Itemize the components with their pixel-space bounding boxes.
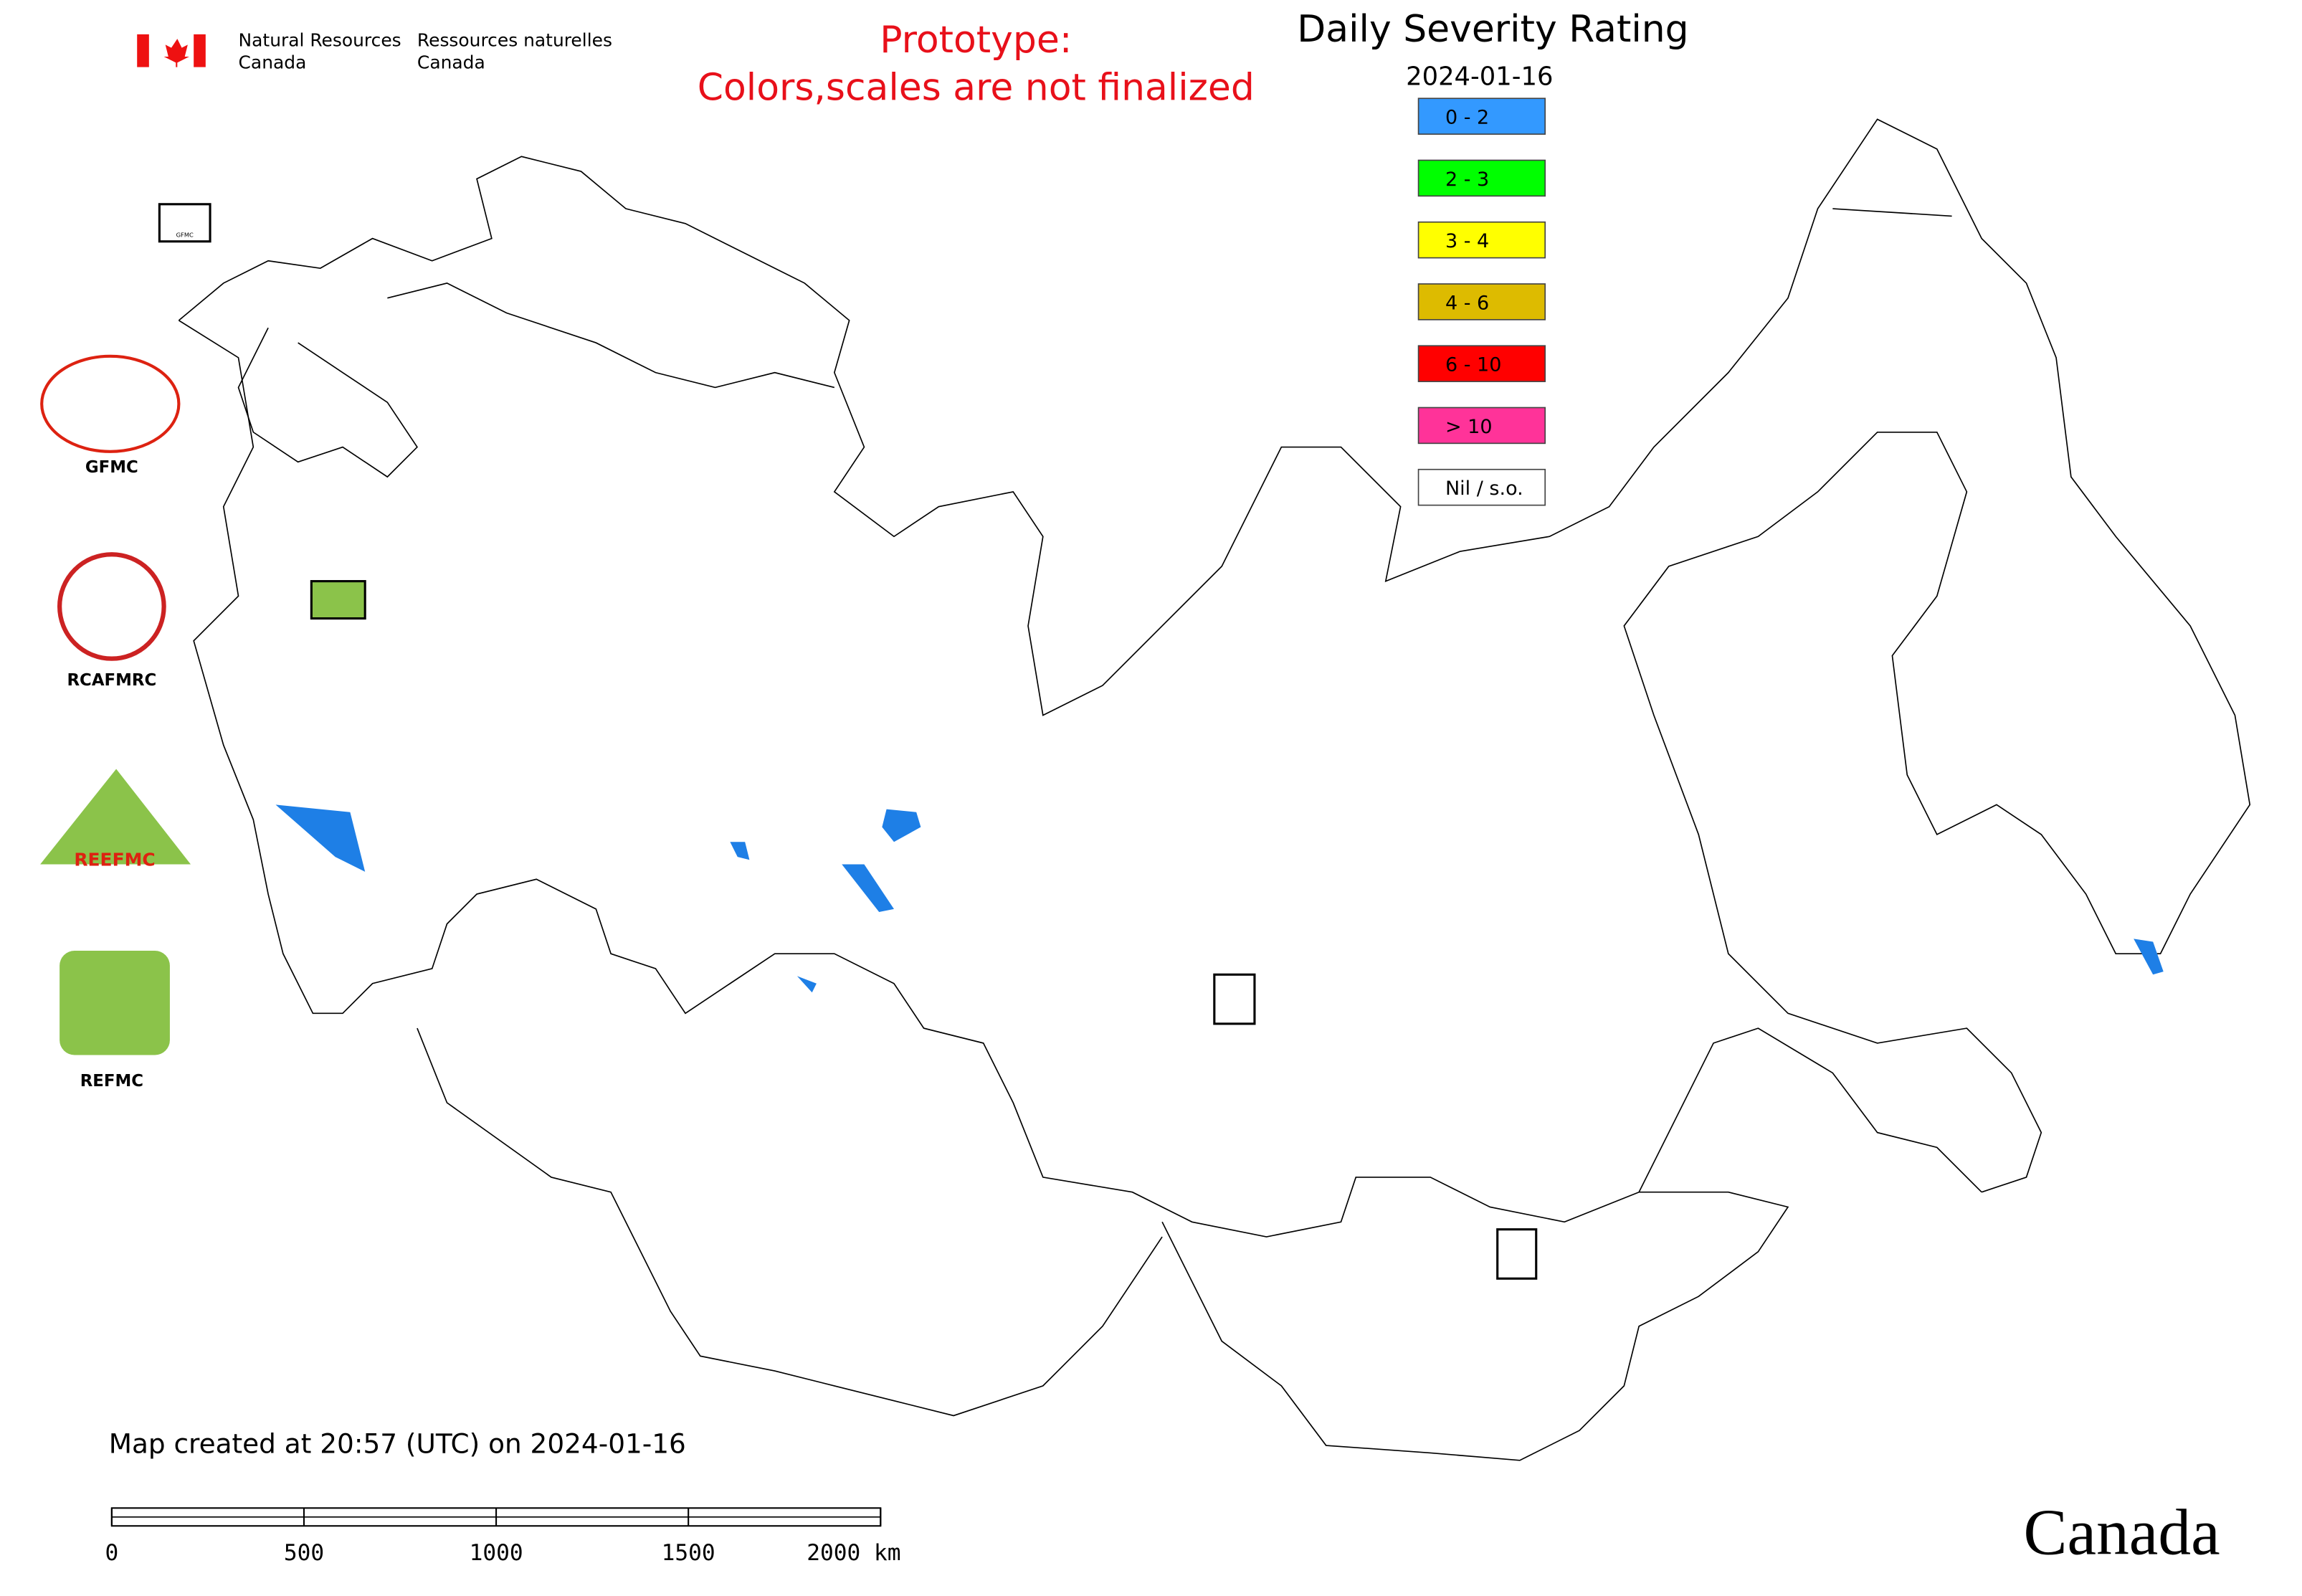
legend-label: 0 - 2 — [1445, 107, 1489, 129]
logo-marker — [158, 203, 211, 243]
legend-swatch — [1417, 159, 1546, 197]
reefmc-logo — [40, 769, 191, 865]
coast — [178, 118, 2251, 1193]
dept-fr: Ressources naturelles — [417, 29, 612, 50]
scale-bar: 0 500 1000 1500 2000 km — [105, 1507, 901, 1566]
border — [178, 320, 1982, 1238]
hatch — [730, 842, 750, 860]
logo-marker — [310, 580, 366, 620]
scale-label: 1500 — [662, 1540, 715, 1566]
gfmc-logo — [40, 354, 181, 453]
canada-wordmark: Canada — [2024, 1496, 2220, 1569]
scale-label: 500 — [284, 1540, 324, 1566]
refmc-logo — [60, 951, 170, 1055]
hatch — [796, 976, 817, 993]
legend-label: > 10 — [1445, 416, 1493, 438]
country-outlines — [178, 118, 2251, 1461]
logos: GFMC RCAFMRC REEFMC REFMC GFMC — [40, 203, 1538, 1280]
logo-marker — [1213, 973, 1256, 1025]
legend-label: 2 - 3 — [1445, 168, 1489, 191]
nrcan-signature: Natural Resources Canada Ressources natu… — [137, 29, 612, 73]
legend-swatch — [1417, 283, 1546, 320]
logo-marker-label: GFMC — [176, 232, 194, 239]
notice: Colors,scales are not finalized — [698, 66, 1255, 109]
legend-label: 4 - 6 — [1445, 292, 1489, 314]
scale-label: 1000 — [470, 1540, 523, 1566]
notice: Prototype: — [880, 19, 1072, 62]
border — [1161, 1191, 1789, 1461]
severity-areas — [275, 804, 2164, 993]
legend-swatch — [1417, 221, 1546, 259]
dept-fr: Canada — [417, 52, 485, 73]
legend-date: 2024-01-16 — [1406, 62, 1553, 92]
legend-swatch — [1417, 98, 1546, 135]
dept-en: Canada — [239, 52, 307, 73]
border — [387, 282, 835, 389]
legend-label: Nil / s.o. — [1445, 478, 1523, 500]
created-note: Map created at 20:57 (UTC) on 2024-01-16 — [109, 1428, 686, 1459]
logo-label: REEFMC — [74, 850, 155, 870]
hatch — [882, 809, 921, 842]
hatch — [275, 804, 366, 872]
hatch — [2134, 939, 2164, 975]
maple-leaf — [163, 39, 189, 67]
scale-label: 2000 km — [807, 1540, 900, 1566]
legend: 0 - 2 2 - 3 3 - 4 4 - 6 6 - 10 > 10 Nil / s.o. — [1417, 98, 1546, 506]
logo-marker — [1496, 1228, 1538, 1280]
logo-label: RCAFMRC — [67, 671, 156, 690]
dept-en: Natural Resources — [239, 29, 401, 50]
logo-label: REFMC — [80, 1072, 143, 1091]
border — [1832, 208, 1952, 217]
flag-bar — [137, 34, 149, 67]
legend-swatch — [1417, 345, 1546, 382]
legend-swatch — [1417, 468, 1546, 506]
flag-bar — [194, 34, 206, 67]
legend-title: Daily Severity Rating — [1297, 8, 1688, 51]
legend-label: 3 - 4 — [1445, 230, 1489, 252]
legend-swatch — [1417, 407, 1546, 445]
legend-label: 6 - 10 — [1445, 354, 1501, 376]
scale-label: 0 — [105, 1540, 118, 1566]
hatch — [842, 864, 894, 912]
rcafmrc-logo — [57, 552, 166, 661]
border — [237, 327, 418, 478]
border — [417, 1027, 1163, 1417]
logo-label: GFMC — [85, 458, 138, 477]
